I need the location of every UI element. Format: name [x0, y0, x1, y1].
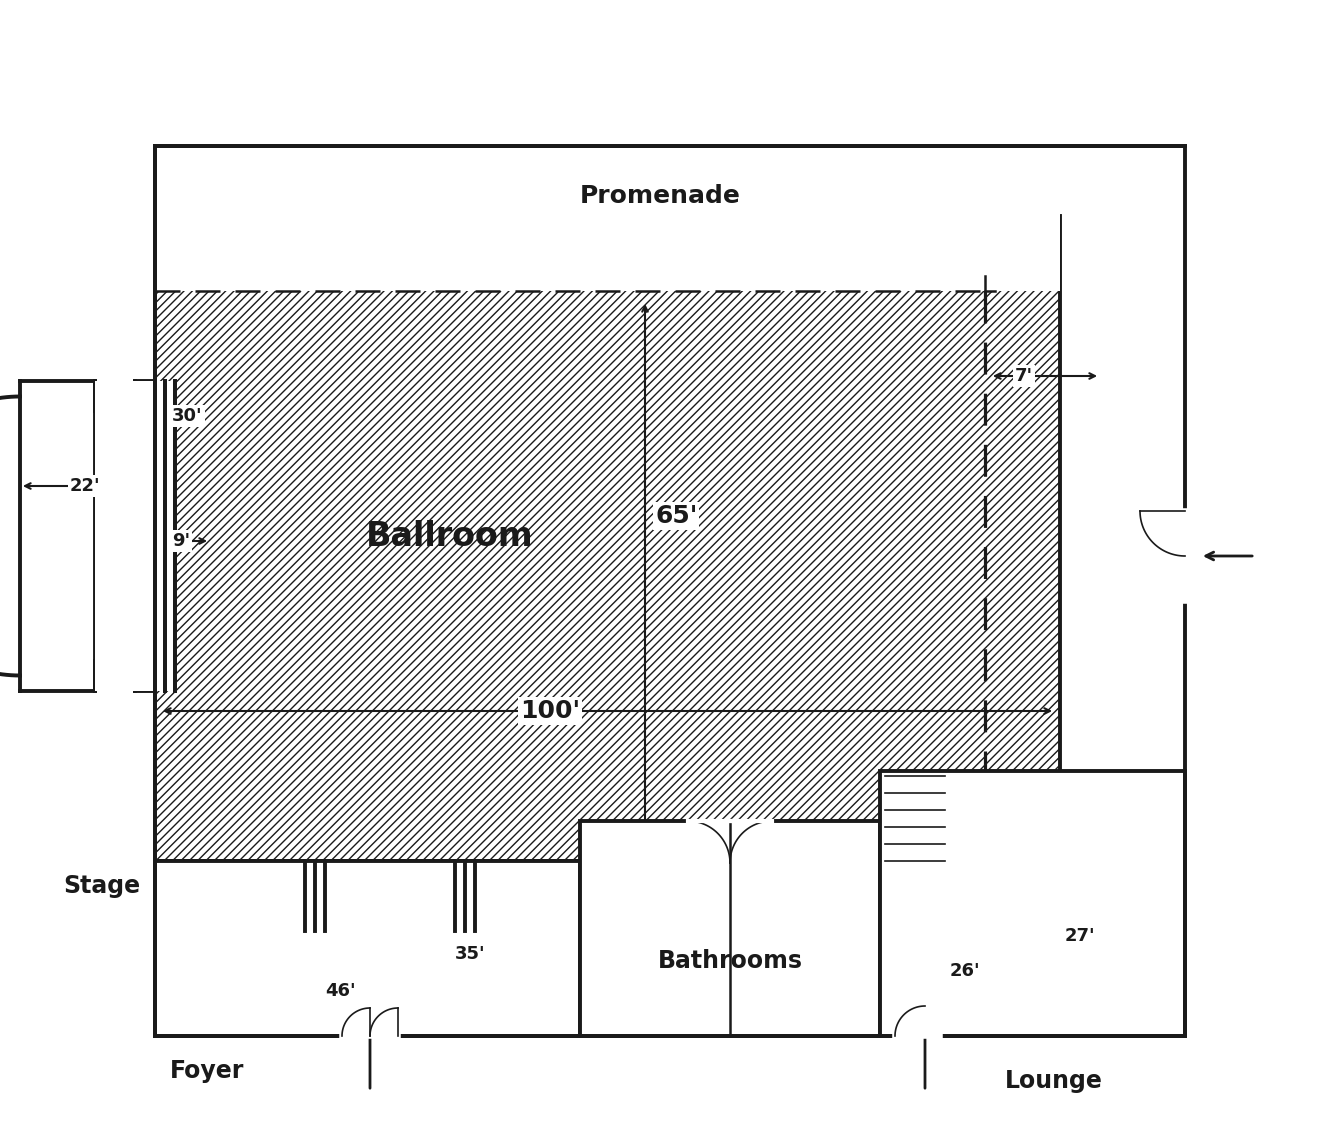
Text: 22': 22' — [70, 477, 100, 495]
Text: 30': 30' — [172, 407, 203, 425]
Bar — [154, 861, 579, 1036]
Bar — [154, 146, 1185, 1036]
Text: Stage: Stage — [63, 874, 140, 898]
Bar — [579, 821, 880, 1036]
Text: Ballroom: Ballroom — [366, 519, 533, 552]
Text: 65': 65' — [655, 504, 697, 528]
Text: 9': 9' — [172, 532, 190, 550]
Text: Foyer: Foyer — [170, 1059, 244, 1083]
Text: 100': 100' — [520, 699, 579, 723]
Text: Lounge: Lounge — [1005, 1069, 1104, 1093]
Text: 35': 35' — [455, 945, 486, 963]
Bar — [880, 771, 1185, 1036]
Text: 46': 46' — [325, 982, 355, 1000]
Text: Bathrooms: Bathrooms — [657, 949, 803, 973]
Text: Promenade: Promenade — [579, 185, 741, 209]
Bar — [95, 380, 177, 691]
Bar — [154, 146, 1060, 291]
Text: 27': 27' — [1065, 927, 1096, 945]
Text: 26': 26' — [949, 961, 981, 980]
Text: 7': 7' — [1015, 367, 1034, 385]
Bar — [154, 215, 1060, 861]
